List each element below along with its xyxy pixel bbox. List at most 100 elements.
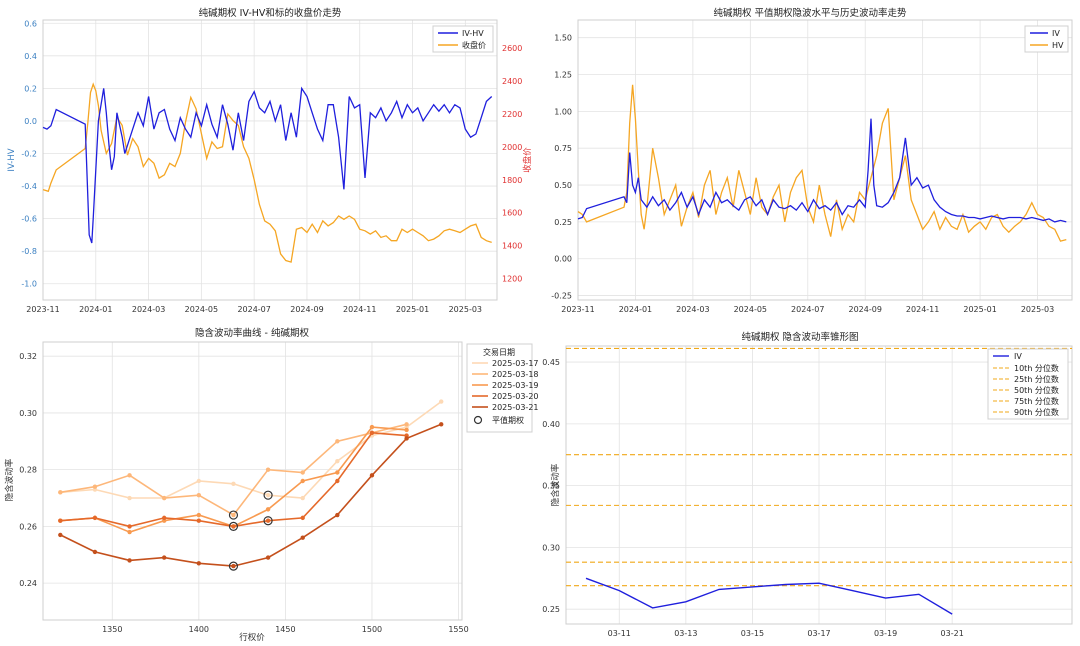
chart2-title: 纯碱期权 平值期权隐波水平与历史波动率走势 (713, 7, 907, 19)
y2-tick-label-3: 1800 (502, 176, 522, 185)
chart4-grid (566, 346, 1072, 624)
point-2025-03-21-9 (369, 473, 375, 478)
chart3-legend-title: 交易日期 (483, 347, 515, 357)
y-tick-label-4: 0.45 (542, 358, 560, 367)
chart1-ticks: 2023-11 2024-01 2024-03 2024-05 2024-07 2024-… (21, 19, 522, 314)
y-tick-label-4: 0.32 (19, 352, 37, 361)
point-2025-03-19-6 (265, 507, 271, 512)
x-tick-label-2: 2024-03 (676, 305, 709, 314)
legend-atm-label: 平值期权 (492, 415, 524, 425)
chart2-frame (577, 19, 1073, 301)
point-2025-03-21-1 (92, 549, 98, 555)
y-tick-label-7: 1.50 (554, 34, 572, 43)
x-tick-label-8: 2025-03 (1021, 305, 1054, 314)
point-2025-03-17-5 (231, 481, 236, 487)
point-2025-03-20-4 (196, 518, 202, 523)
point-2025-03-20-8 (335, 478, 340, 484)
point-2025-03-18-7 (300, 470, 305, 475)
chart1-legend-iv-hv: IV-HV (462, 29, 484, 38)
x-tick-label-2: 2024-03 (132, 305, 165, 314)
x-tick-label-4: 1550 (448, 625, 468, 634)
chart-iv-hv-price: 纯碱期权 IV-HV和标的收盘价走势 2023-11 2024-01 2024-03… (7, 7, 533, 314)
x-tick-label-0: 1350 (102, 625, 122, 634)
point-2025-03-20-0 (58, 518, 63, 523)
point-2025-03-20-9 (369, 430, 375, 435)
chart3-xlabel: 行权价 (239, 632, 265, 643)
x-tick-label-0: 2023-11 (561, 305, 594, 314)
point-2025-03-20-1 (92, 515, 98, 521)
x-tick-label-0: 2023-11 (26, 305, 59, 314)
atm-marker-2025-03-20 (263, 516, 273, 526)
point-2025-03-19-8 (335, 470, 340, 475)
point-2025-03-21-2 (127, 558, 132, 563)
y-tick-label-0: 0.24 (19, 579, 37, 588)
y-tick-label-2: -0.6 (21, 215, 37, 224)
legend-label-2025-03-20: 2025-03-20 (492, 392, 539, 401)
series-close-price-line (42, 82, 492, 263)
chart1-grid (42, 20, 497, 300)
point-2025-03-17-8 (335, 458, 340, 464)
point-2025-03-18-2 (127, 473, 132, 478)
y-tick-label-0: -1.0 (21, 280, 37, 289)
chart1-legend-price: 收盘价 (462, 40, 486, 50)
atm-marker-2025-03-21 (228, 561, 239, 571)
x-tick-label-4: 03-19 (874, 629, 897, 638)
x-tick-label-8: 2025-03 (449, 305, 482, 314)
y-tick-label-1: -0.8 (21, 247, 37, 256)
point-2025-03-20-5 (231, 524, 236, 529)
point-2025-03-21-6 (265, 555, 271, 560)
atm-marker-2025-03-17 (263, 490, 273, 500)
y-tick-label-2: 0.28 (19, 466, 37, 475)
y-tick-label-6: 0.2 (24, 84, 37, 93)
point-2025-03-20-2 (127, 524, 132, 529)
atm-marker-2025-03-18 (228, 510, 239, 520)
point-2025-03-21-8 (335, 512, 340, 518)
chart2-ticks: 2023-11 2024-01 2024-03 2024-05 2024-07 2024-… (551, 34, 1054, 314)
point-2025-03-21-0 (58, 532, 63, 538)
x-tick-label-2: 03-15 (741, 629, 764, 638)
y2-tick-label-6: 2400 (502, 77, 522, 86)
point-2025-03-18-1 (92, 484, 98, 489)
y2-tick-label-2: 1600 (502, 209, 522, 218)
series-hv-line (577, 84, 1067, 242)
chart4-title: 纯碱期权 隐含波动率锥形图 (741, 331, 858, 343)
legend-label-p2: 50th 分位数 (1014, 385, 1059, 395)
chart3-grid (43, 342, 462, 620)
chart4-ylabel: 隐含波动率 (550, 463, 561, 506)
y-tick-label-2: 0.25 (554, 218, 572, 227)
y-tick-label-8: 0.6 (24, 19, 37, 28)
x-tick-label-2: 1450 (275, 625, 295, 634)
chart2-grid (577, 20, 1072, 300)
point-2025-03-20-6 (265, 518, 271, 523)
y-tick-label-1: 0.30 (542, 543, 560, 552)
chart2-lines (577, 84, 1067, 242)
point-2025-03-18-6 (265, 467, 271, 472)
chart4-ticks: 03-11 03-13 03-15 03-17 03-19 03-21 0.25 0.30 0.… (542, 358, 964, 638)
y-tick-label-4: 0.75 (554, 144, 572, 153)
chart1-ylabel: IV-HV (7, 148, 17, 171)
y2-tick-label-4: 2000 (502, 143, 522, 152)
point-2025-03-17-6 (265, 492, 271, 498)
y-tick-label-1: 0.00 (554, 255, 572, 264)
series-iv-cone-line (585, 577, 953, 615)
chart3-title: 隐含波动率曲线 - 纯碱期权 (195, 327, 309, 339)
point-2025-03-17-2 (127, 495, 132, 501)
point-2025-03-18-0 (58, 490, 63, 495)
point-2025-03-18-10 (404, 422, 409, 427)
series-line-2025-03-21 (59, 423, 442, 567)
x-tick-label-3: 03-17 (807, 629, 830, 638)
x-tick-label-4: 2024-07 (237, 305, 270, 314)
y-tick-label-2: 0.35 (542, 482, 560, 491)
x-tick-label-6: 2024-11 (906, 305, 939, 314)
chart3-legend: 交易日期 2025-03-17 2025-03-18 2025-03-19 2025-… (466, 343, 539, 433)
chart2-legend: IV HV (1024, 25, 1069, 53)
y-tick-label-7: 0.4 (24, 52, 37, 61)
legend-atm-marker (473, 415, 483, 425)
point-2025-03-18-8 (335, 439, 340, 444)
y-tick-label-4: -0.2 (21, 149, 37, 158)
y-tick-label-1: 0.26 (19, 522, 37, 531)
y2-tick-label-7: 2600 (502, 44, 522, 53)
point-2025-03-20-3 (161, 515, 167, 521)
